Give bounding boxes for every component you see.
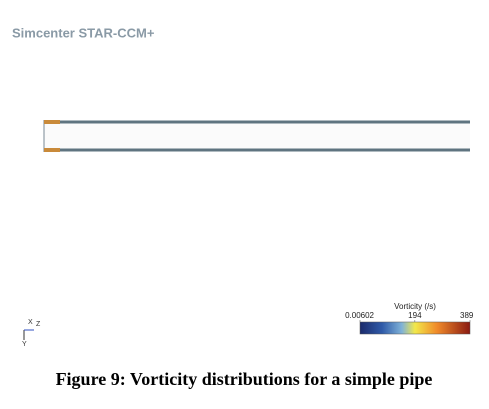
brand: Simcenter STAR-CCM+ bbox=[12, 25, 155, 40]
caption: Figure 9: Vorticity distributions for a … bbox=[56, 369, 433, 389]
colorbar-title: Vorticity (/s) bbox=[394, 302, 436, 311]
colorbar bbox=[359, 321, 471, 335]
colorbar-tick-label: 389 bbox=[460, 311, 474, 320]
colorbar-ticks: 0.00602 194 389 bbox=[345, 311, 474, 322]
triad-z: Z bbox=[36, 321, 41, 328]
colorbar-tick-label: 194 bbox=[408, 311, 422, 320]
triad: X Z Y bbox=[22, 319, 41, 348]
colorbar-tick-label: 0.00602 bbox=[345, 311, 374, 320]
triad-x: X bbox=[28, 319, 33, 326]
triad-y: Y bbox=[22, 341, 27, 348]
pipe bbox=[43, 120, 470, 152]
